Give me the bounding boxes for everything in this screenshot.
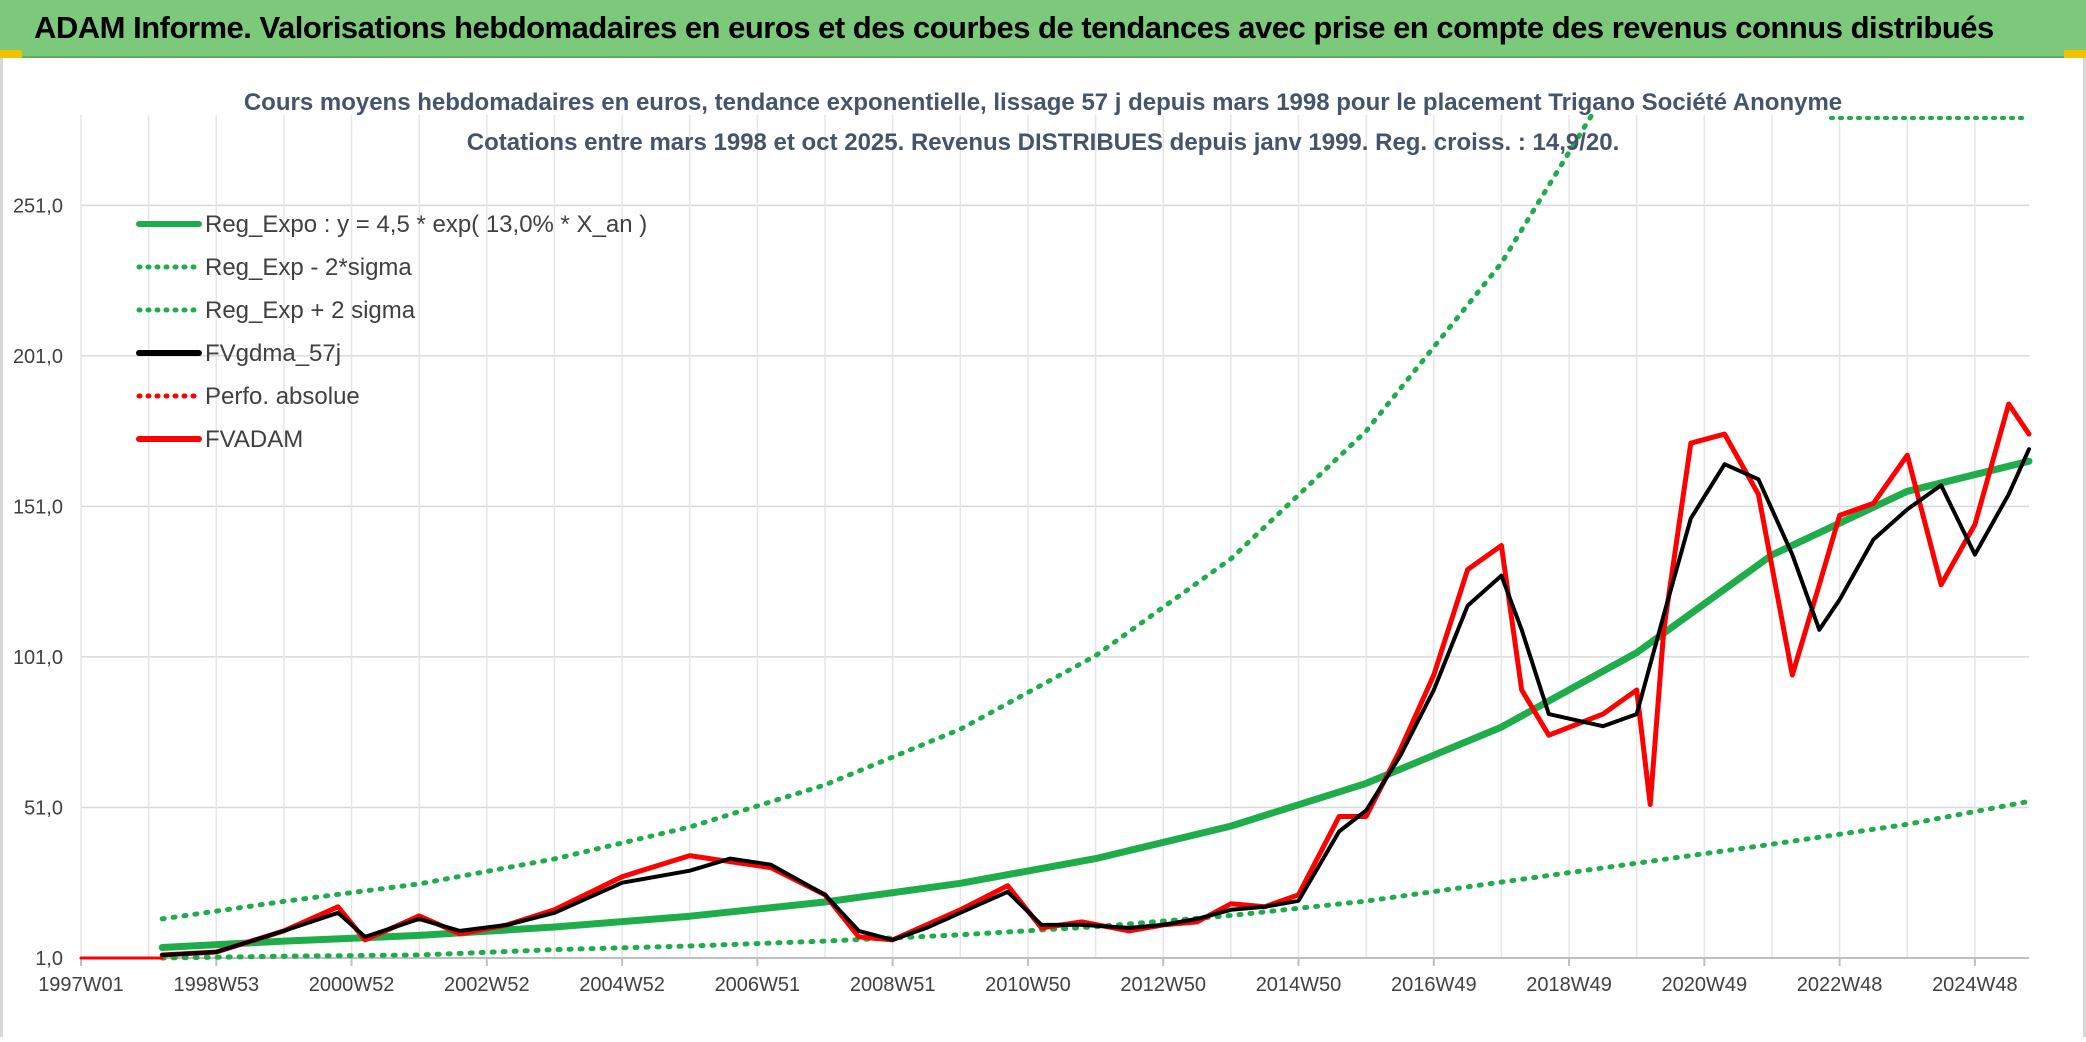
y-tick-label: 201,0	[13, 346, 63, 368]
legend-label: Reg_Expo : y = 4,5 * exp( 13,0% * X_an )	[205, 211, 647, 238]
x-tick-label: 2020W49	[1662, 974, 1748, 996]
y-tick-label: 151,0	[13, 496, 63, 518]
x-tick-label: 2016W49	[1391, 974, 1477, 996]
x-tick-label: 2002W52	[444, 974, 530, 996]
corner-marker-right	[2064, 50, 2086, 58]
legend-label: FVADAM	[205, 426, 303, 453]
x-tick-label: 2004W52	[579, 974, 665, 996]
axes: 1,0 51,0 101,0 151,0 201,0 251,0 1997W01 1998W5…	[13, 195, 2029, 996]
legend-label: Perfo. absolue	[205, 383, 360, 410]
legend: Reg_Expo : y = 4,5 * exp( 13,0% * X_an )…	[136, 211, 647, 453]
series-line-reg-exp-2-sigma	[159, 112, 1595, 922]
series-line-fvgdma-57j	[160, 447, 2031, 957]
x-tick-label: 2012W50	[1120, 974, 1206, 996]
grid	[80, 115, 2029, 958]
x-tick-label: 2018W49	[1526, 974, 1612, 996]
x-tick-label: 2022W48	[1797, 974, 1883, 996]
report-title: ADAM Informe. Valorisations hebdomadaire…	[34, 10, 1994, 45]
legend-label: Reg_Exp - 2*sigma	[205, 254, 412, 281]
y-tick-label: 101,0	[13, 647, 63, 669]
chart-svg: 1,0 51,0 101,0 151,0 201,0 251,0 1997W01 1998W5…	[13, 89, 2033, 996]
chart-area: 1,0 51,0 101,0 151,0 201,0 251,0 1997W01 1998W5…	[0, 58, 2086, 1037]
report-banner: ADAM Informe. Valorisations hebdomadaire…	[0, 0, 2086, 58]
series	[79, 112, 2033, 961]
x-tick-label: 1997W01	[38, 974, 124, 996]
x-tick-label: 2006W51	[715, 974, 801, 996]
x-tick-label: 2010W50	[985, 974, 1071, 996]
legend-label: Reg_Exp + 2 sigma	[205, 297, 416, 324]
x-tick-label: 2008W51	[850, 974, 936, 996]
legend-label: FVgdma_57j	[205, 340, 341, 367]
x-tick-label: 2000W52	[309, 974, 395, 996]
y-tick-label: 1,0	[35, 948, 63, 970]
x-tick-label: 1998W53	[173, 974, 259, 996]
x-tick-label: 2024W48	[1932, 974, 2018, 996]
x-tick-label: 2014W50	[1256, 974, 1342, 996]
chart-title: Cours moyens hebdomadaires en euros, ten…	[244, 89, 1842, 116]
y-tick-label: 51,0	[24, 797, 63, 819]
chart-subtitle: Cotations entre mars 1998 et oct 2025. R…	[467, 129, 1619, 156]
corner-marker-left	[0, 50, 22, 58]
y-tick-label: 251,0	[13, 195, 63, 217]
